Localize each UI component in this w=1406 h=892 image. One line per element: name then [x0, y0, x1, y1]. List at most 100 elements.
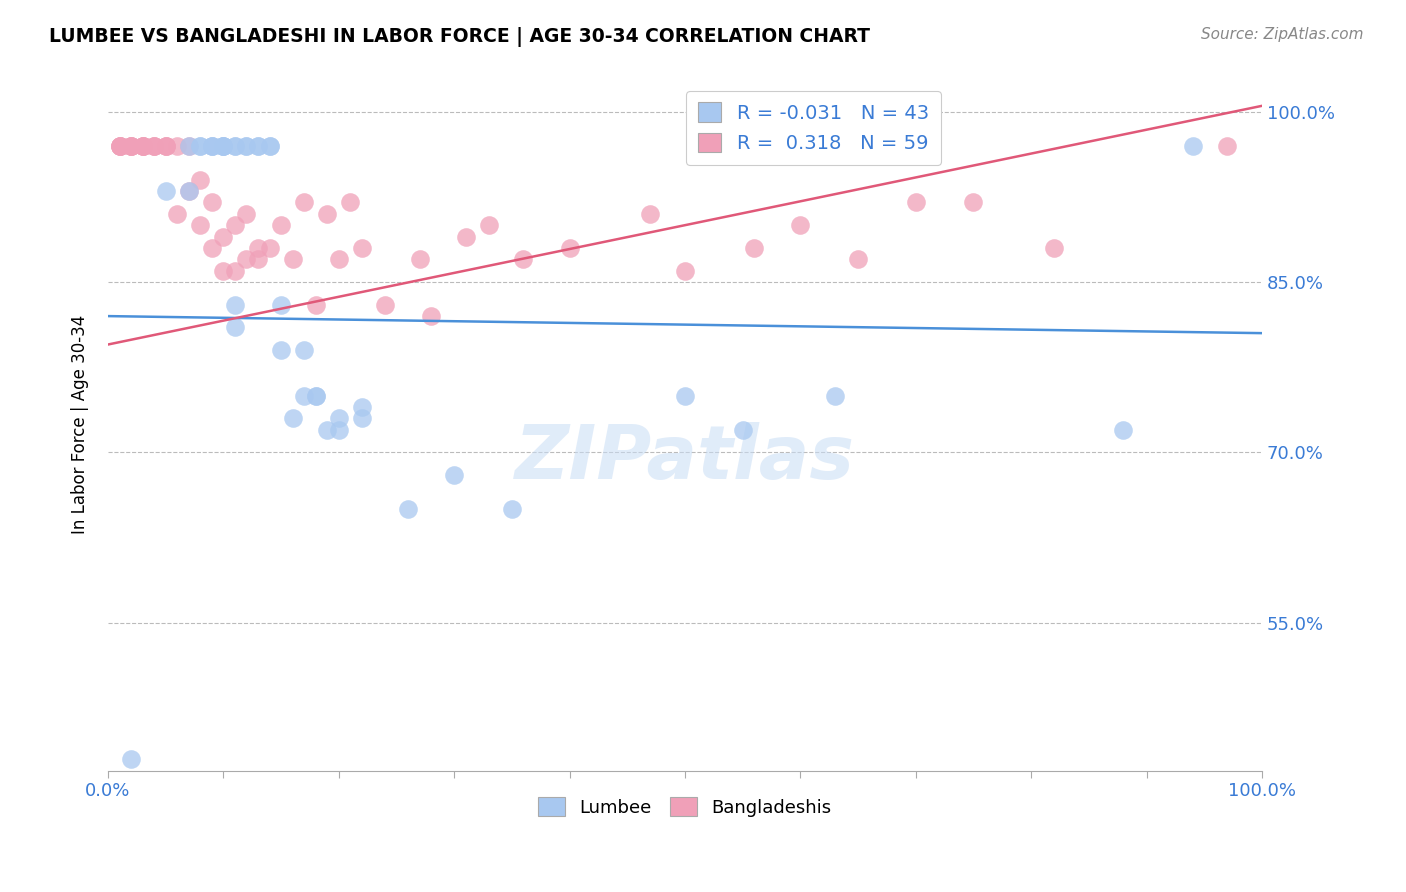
Point	[201, 138, 224, 153]
Text: Source: ZipAtlas.com: Source: ZipAtlas.com	[1201, 27, 1364, 42]
Point	[108, 138, 131, 153]
Text: LUMBEE VS BANGLADESHI IN LABOR FORCE | AGE 30-34 CORRELATION CHART: LUMBEE VS BANGLADESHI IN LABOR FORCE | A…	[49, 27, 870, 46]
Point	[212, 138, 235, 153]
Point	[673, 263, 696, 277]
Point	[512, 252, 534, 267]
Point	[131, 138, 153, 153]
Point	[177, 184, 200, 198]
Point	[235, 252, 257, 267]
Point	[305, 389, 328, 403]
Point	[120, 138, 142, 153]
Point	[281, 411, 304, 425]
Point	[201, 138, 224, 153]
Point	[350, 411, 373, 425]
Point	[962, 195, 984, 210]
Point	[201, 195, 224, 210]
Point	[224, 320, 246, 334]
Point	[201, 241, 224, 255]
Point	[143, 138, 166, 153]
Point	[789, 218, 811, 232]
Point	[188, 172, 211, 186]
Point	[155, 138, 177, 153]
Point	[904, 195, 927, 210]
Point	[143, 138, 166, 153]
Point	[177, 138, 200, 153]
Point	[224, 263, 246, 277]
Point	[420, 309, 443, 323]
Point	[396, 502, 419, 516]
Point	[292, 389, 315, 403]
Point	[259, 138, 281, 153]
Point	[120, 752, 142, 766]
Point	[235, 138, 257, 153]
Point	[188, 138, 211, 153]
Point	[246, 138, 269, 153]
Point	[224, 298, 246, 312]
Point	[212, 229, 235, 244]
Point	[131, 138, 153, 153]
Point	[120, 138, 142, 153]
Point	[305, 298, 328, 312]
Point	[292, 195, 315, 210]
Point	[328, 411, 350, 425]
Point	[201, 138, 224, 153]
Point	[246, 252, 269, 267]
Point	[640, 207, 662, 221]
Point	[270, 298, 292, 312]
Point	[408, 252, 430, 267]
Point	[270, 343, 292, 358]
Point	[166, 207, 188, 221]
Text: ZIPatlas: ZIPatlas	[515, 422, 855, 495]
Point	[350, 241, 373, 255]
Point	[235, 138, 257, 153]
Point	[224, 138, 246, 153]
Point	[235, 207, 257, 221]
Point	[108, 138, 131, 153]
Point	[120, 138, 142, 153]
Point	[108, 138, 131, 153]
Point	[374, 298, 396, 312]
Point	[1112, 423, 1135, 437]
Point	[305, 389, 328, 403]
Point	[246, 241, 269, 255]
Point	[131, 138, 153, 153]
Point	[328, 423, 350, 437]
Point	[281, 252, 304, 267]
Point	[212, 138, 235, 153]
Point	[1181, 138, 1204, 153]
Point	[270, 218, 292, 232]
Point	[292, 343, 315, 358]
Point	[1043, 241, 1066, 255]
Point	[316, 423, 339, 437]
Legend: Lumbee, Bangladeshis: Lumbee, Bangladeshis	[531, 790, 839, 824]
Point	[731, 423, 754, 437]
Point	[120, 138, 142, 153]
Point	[742, 241, 765, 255]
Point	[177, 138, 200, 153]
Point	[846, 252, 869, 267]
Y-axis label: In Labor Force | Age 30-34: In Labor Force | Age 30-34	[72, 315, 89, 533]
Point	[501, 502, 523, 516]
Point	[339, 195, 361, 210]
Point	[673, 389, 696, 403]
Point	[212, 138, 235, 153]
Point	[143, 138, 166, 153]
Point	[824, 389, 846, 403]
Point	[155, 138, 177, 153]
Point	[454, 229, 477, 244]
Point	[224, 218, 246, 232]
Point	[177, 184, 200, 198]
Point	[478, 218, 501, 232]
Point	[316, 207, 339, 221]
Point	[558, 241, 581, 255]
Point	[212, 263, 235, 277]
Point	[1216, 138, 1239, 153]
Point	[259, 241, 281, 255]
Point	[108, 138, 131, 153]
Point	[166, 138, 188, 153]
Point	[155, 184, 177, 198]
Point	[212, 138, 235, 153]
Point	[155, 138, 177, 153]
Point	[259, 138, 281, 153]
Point	[443, 468, 465, 483]
